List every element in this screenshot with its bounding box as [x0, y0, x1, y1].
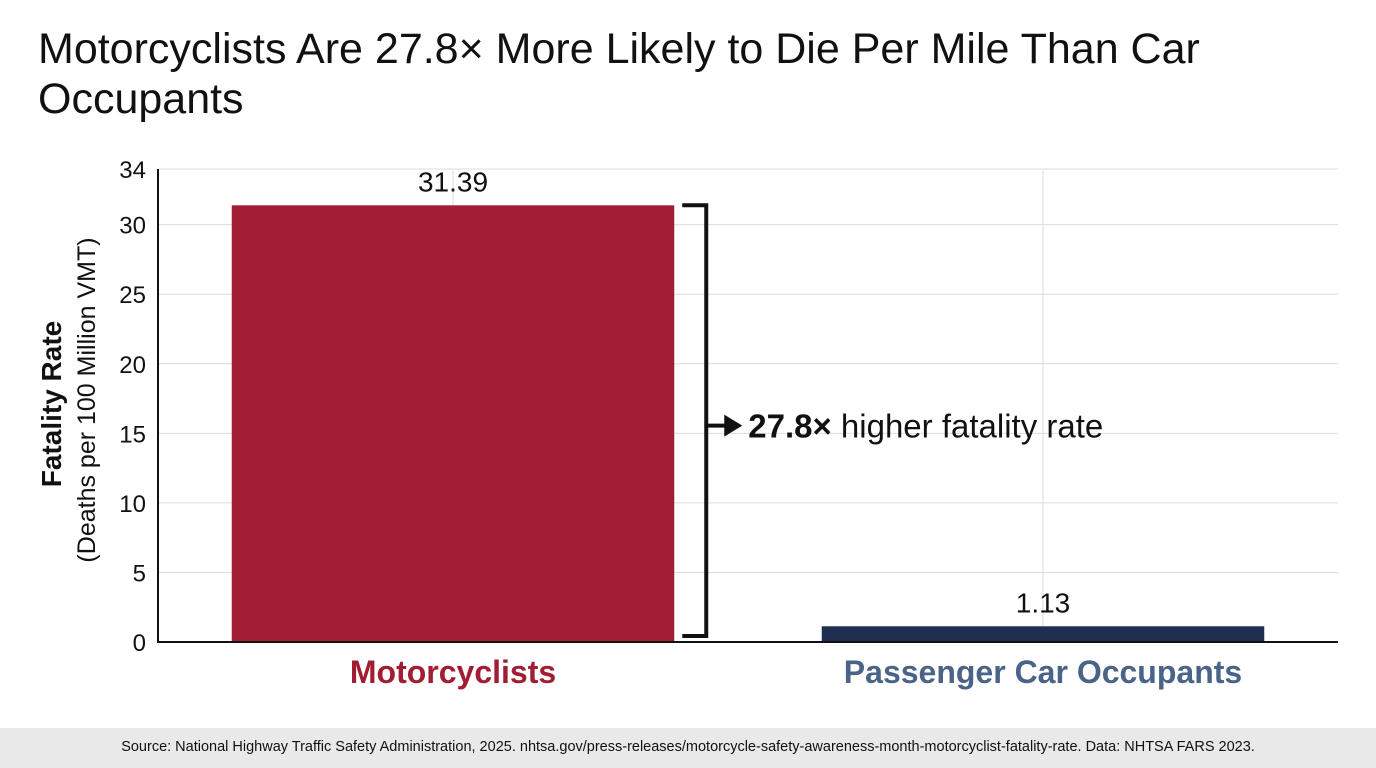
y-tick-label: 34: [119, 157, 146, 184]
labels: 31.39 Motorcyclists 1.13 Passenger Car Occu…: [350, 166, 1242, 690]
y-axis-label: Fatality Rate (Deaths per 100 Million VM…: [36, 237, 101, 562]
y-tick-label: 20: [119, 352, 146, 379]
value-label-0: 31.39: [418, 166, 488, 197]
annotation-rest: higher fatality rate: [832, 408, 1103, 445]
annotation-text: 27.8× higher fatality rate: [748, 408, 1103, 445]
axes: [157, 169, 1338, 643]
value-label-1: 1.13: [1016, 587, 1071, 618]
comparison-bracket: [682, 203, 709, 638]
bar-chart: 0 5 10 15 20 25 30 34 31.39 Motorcyclists 1.13 Pas…: [36, 157, 1338, 690]
y-tick-label: 25: [119, 282, 146, 309]
y-tick-labels: 0 5 10 15 20 25 30 34: [119, 157, 146, 657]
bar-1: [821, 626, 1265, 642]
y-axis-title: Fatality Rate: [36, 321, 67, 488]
annotation-arrow-head: [724, 414, 743, 437]
category-label-1: Passenger Car Occupants: [844, 654, 1242, 690]
y-tick-label: 10: [119, 491, 146, 518]
category-label-0: Motorcyclists: [350, 654, 556, 690]
annotation: 27.8× higher fatality rate: [682, 203, 1103, 638]
y-tick-label: 15: [119, 421, 146, 448]
y-tick-label: 30: [119, 213, 146, 240]
bars: [231, 205, 1265, 643]
annotation-bold: 27.8×: [748, 408, 832, 445]
y-axis-subtitle: (Deaths per 100 Million VMT): [73, 237, 101, 562]
bar-0: [231, 205, 675, 643]
source-footer: Source: National Highway Traffic Safety …: [0, 728, 1376, 768]
y-tick-label: 5: [133, 560, 146, 587]
chart-title: Motorcyclists Are 27.8× More Likely to D…: [38, 25, 1200, 123]
source-text: Source: National Highway Traffic Safety …: [121, 739, 1255, 755]
y-tick-label: 0: [133, 630, 146, 657]
